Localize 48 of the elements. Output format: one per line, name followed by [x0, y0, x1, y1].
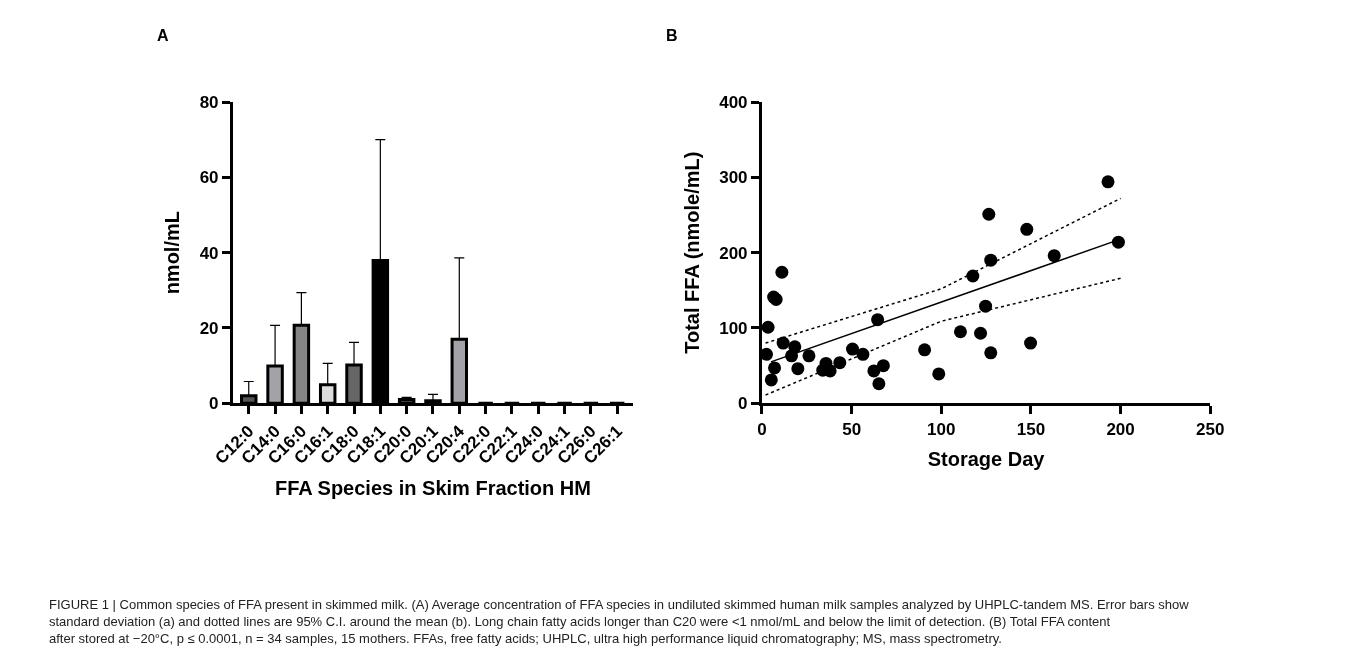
y-axis-title: nmol/mL [161, 211, 184, 295]
point [764, 373, 778, 387]
text: A [157, 27, 169, 44]
x-tick-label: 100 [927, 419, 956, 439]
point [791, 362, 805, 376]
point [974, 326, 988, 340]
point [984, 346, 998, 360]
x-tick-label: 50 [842, 419, 862, 439]
y-tick-label: 60 [199, 168, 219, 188]
point [1020, 222, 1034, 236]
point [846, 342, 860, 356]
point [761, 320, 775, 334]
point [979, 299, 993, 313]
point [953, 325, 967, 339]
point [982, 207, 996, 221]
point [1101, 175, 1115, 189]
point [932, 367, 946, 381]
x-tick-label: 0 [757, 419, 767, 439]
y-tick-label: 0 [209, 394, 219, 414]
point [761, 347, 773, 361]
y-tick-label: 20 [199, 318, 219, 338]
point [802, 349, 816, 363]
point [1047, 249, 1061, 263]
point [776, 336, 790, 350]
point [775, 265, 789, 279]
x-axis-title: Storage Day [927, 448, 1046, 471]
y-tick-label: 400 [719, 92, 748, 112]
x-axis-title: FFA Species in Skim Fraction HM [274, 477, 591, 500]
x-tick-label: 150 [1016, 419, 1046, 439]
point [984, 253, 998, 267]
y-axis-title: Total FFA (nmole/mL) [680, 151, 703, 354]
y-tick-label: 40 [199, 243, 219, 263]
y-tick-label: 100 [719, 318, 748, 338]
y-tick-label: 300 [719, 168, 748, 188]
point [876, 359, 890, 373]
text: B [666, 27, 678, 44]
point [867, 364, 881, 378]
y-tick-label: 80 [199, 92, 219, 112]
point [918, 343, 932, 357]
point [768, 361, 782, 375]
point [872, 377, 886, 391]
point [1024, 336, 1038, 350]
x-tick-label: 250 [1196, 419, 1225, 439]
caption: FIGURE 1 | Common species of FFA present in skimmed milk. (A) Average concentration of FFA species in undiluted skimmed human milk samples analyzed by UHPLC-tandem MS. Error bars show standard deviation (a) and dotted lines are 95% C.I. around the mean (b). Long chain fatty acids longer than C20 were <1 nmol/mL and below the limit of detection. (B) Total FFA content after stored at −20°C, p ≤ 0.0001, n = 34 samples, 15 mothers. FFAs, free fatty acids; UHPLC, ultra high performance liquid chromatography; MS, mass spectrometry. [49, 597, 1190, 646]
y-tick-label: 0 [738, 394, 748, 414]
x-tick-label: 200 [1106, 419, 1135, 439]
y-tick-label: 200 [719, 243, 748, 263]
point [833, 356, 847, 370]
